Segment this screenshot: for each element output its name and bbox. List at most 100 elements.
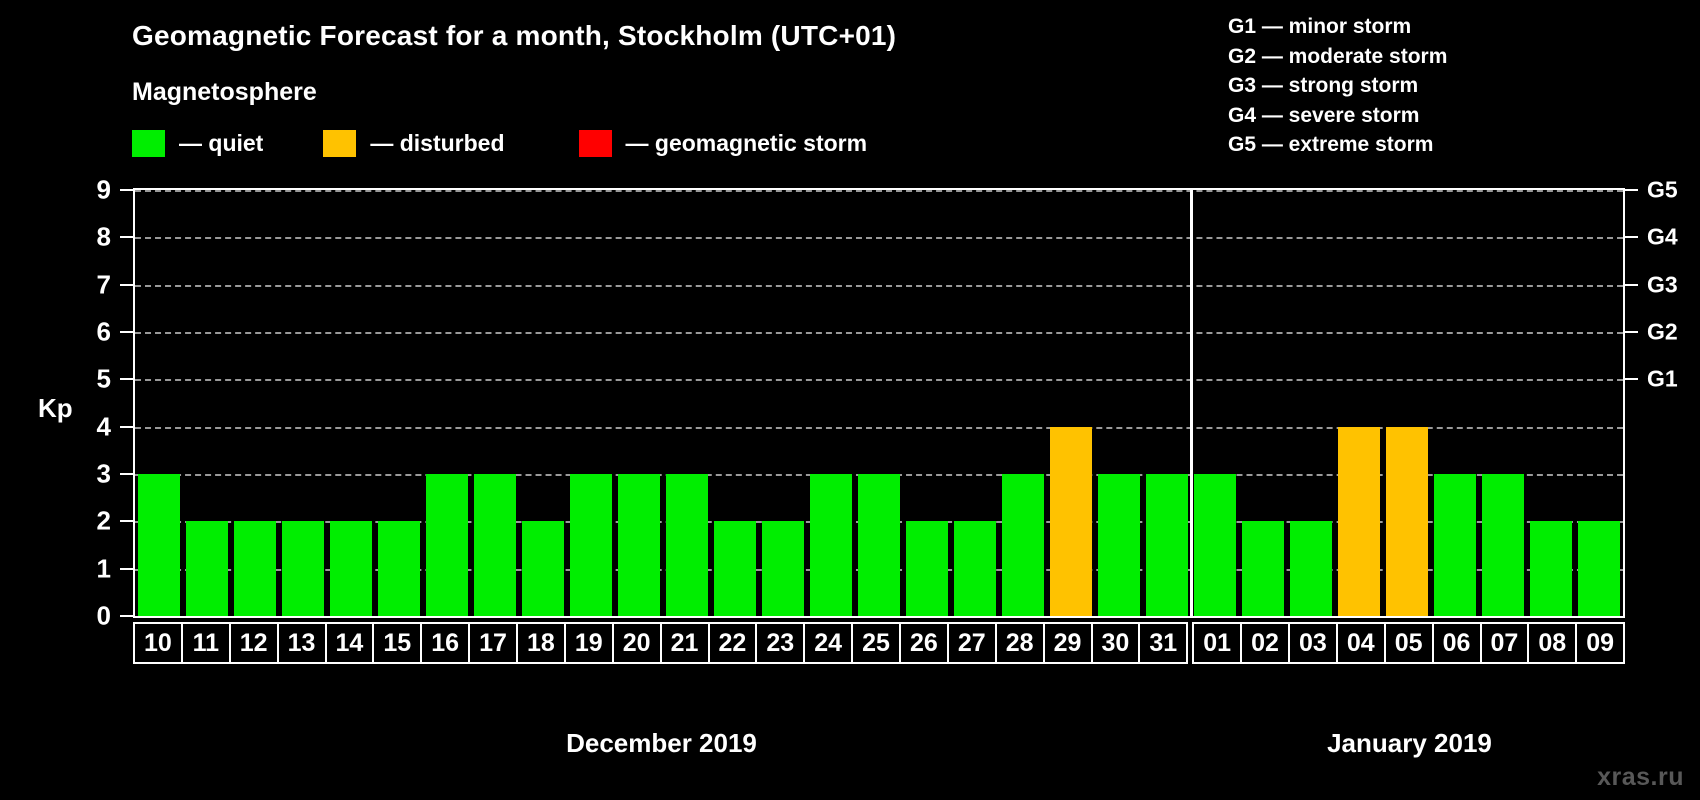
g-scale-legend: G1 — minor storm G2 — moderate storm G3 — … — [1228, 12, 1447, 160]
bar-cell[interactable] — [1383, 190, 1431, 616]
date-axis-cell[interactable]: 07 — [1479, 622, 1530, 664]
date-axis-cell[interactable]: 30 — [1090, 622, 1141, 664]
bar-cell[interactable] — [807, 190, 855, 616]
bar-cell[interactable] — [1335, 190, 1383, 616]
date-axis-cell[interactable]: 01 — [1192, 622, 1243, 664]
bar-cell[interactable] — [855, 190, 903, 616]
bar-cell[interactable] — [183, 190, 231, 616]
bar-cell[interactable] — [135, 190, 183, 616]
date-axis-cell[interactable]: 15 — [372, 622, 423, 664]
date-axis-cell[interactable]: 24 — [803, 622, 854, 664]
bar[interactable] — [858, 474, 900, 616]
bar-cell[interactable] — [1287, 190, 1335, 616]
date-axis-cell[interactable]: 23 — [755, 622, 806, 664]
bar[interactable] — [666, 474, 708, 616]
bar[interactable] — [1242, 521, 1284, 616]
bar-cell[interactable] — [1095, 190, 1143, 616]
bar-cell[interactable] — [1047, 190, 1095, 616]
date-axis-cell[interactable]: 03 — [1288, 622, 1338, 664]
bar[interactable] — [1290, 521, 1332, 616]
date-axis-cell[interactable]: 21 — [659, 622, 710, 664]
bar-cell[interactable] — [567, 190, 615, 616]
bar-cell[interactable] — [903, 190, 951, 616]
y-axis-tick-label: 9 — [96, 174, 111, 205]
bar-cell[interactable] — [1575, 190, 1623, 616]
bar[interactable] — [1434, 474, 1476, 616]
bar[interactable] — [426, 474, 468, 616]
date-axis-cell[interactable]: 13 — [276, 622, 327, 664]
bar-cell[interactable] — [375, 190, 423, 616]
y-axis-title: Kp — [38, 393, 73, 423]
date-axis-cell[interactable]: 05 — [1383, 622, 1434, 664]
date-axis-cell[interactable]: 08 — [1527, 622, 1578, 664]
bar-cell[interactable] — [1527, 190, 1575, 616]
bar-cell[interactable] — [327, 190, 375, 616]
date-axis-cell[interactable]: 04 — [1335, 622, 1386, 664]
date-axis-cell[interactable]: 22 — [707, 622, 758, 664]
bar-cell[interactable] — [1191, 190, 1239, 616]
bar-cell[interactable] — [999, 190, 1047, 616]
bar-cell[interactable] — [615, 190, 663, 616]
bar[interactable] — [954, 521, 996, 616]
bar-cell[interactable] — [759, 190, 807, 616]
bar-cell[interactable] — [471, 190, 519, 616]
bar[interactable] — [330, 521, 372, 616]
bar[interactable] — [1002, 474, 1044, 616]
bar-cell[interactable] — [1431, 190, 1479, 616]
bar-cell[interactable] — [279, 190, 327, 616]
date-axis-cell[interactable]: 09 — [1575, 622, 1626, 664]
date-axis-cell[interactable]: 27 — [946, 622, 997, 664]
date-axis-cell[interactable]: 28 — [994, 622, 1045, 664]
bar-cell[interactable] — [519, 190, 567, 616]
bar-cell[interactable] — [1479, 190, 1527, 616]
g-scale-legend-row: G5 — extreme storm — [1228, 133, 1434, 156]
date-axis-cell[interactable]: 17 — [468, 622, 518, 664]
bar-cell[interactable] — [1143, 190, 1191, 616]
bar[interactable] — [186, 521, 228, 616]
bar[interactable] — [1530, 521, 1572, 616]
date-axis-cell[interactable]: 26 — [899, 622, 949, 664]
date-axis-cell[interactable]: 31 — [1138, 622, 1189, 664]
bar[interactable] — [714, 521, 756, 616]
date-axis-cell[interactable]: 10 — [133, 622, 183, 664]
bar[interactable] — [522, 521, 564, 616]
bar[interactable] — [474, 474, 516, 616]
bar[interactable] — [138, 474, 180, 616]
bar[interactable] — [1050, 426, 1092, 616]
bar[interactable] — [906, 521, 948, 616]
gridline — [135, 379, 1623, 382]
bar[interactable] — [1338, 426, 1380, 616]
bar[interactable] — [1578, 521, 1620, 616]
date-axis-cell[interactable]: 02 — [1240, 622, 1290, 664]
date-axis-cell[interactable]: 16 — [420, 622, 471, 664]
date-axis-cell[interactable]: 19 — [563, 622, 614, 664]
date-axis-cell[interactable]: 20 — [611, 622, 662, 664]
date-axis-cell[interactable]: 14 — [324, 622, 375, 664]
bar-cell[interactable] — [711, 190, 759, 616]
bar[interactable] — [1386, 426, 1428, 616]
bar[interactable] — [810, 474, 852, 616]
date-axis-cell[interactable]: 12 — [228, 622, 279, 664]
bar[interactable] — [1482, 474, 1524, 616]
bar[interactable] — [1098, 474, 1140, 616]
bar-cell[interactable] — [663, 190, 711, 616]
bar-cell[interactable] — [423, 190, 471, 616]
bar[interactable] — [378, 521, 420, 616]
bar[interactable] — [1194, 474, 1236, 616]
bar[interactable] — [234, 521, 276, 616]
date-axis-cell[interactable]: 29 — [1042, 622, 1093, 664]
bar[interactable] — [282, 521, 324, 616]
bar-cell[interactable] — [1239, 190, 1287, 616]
bar-cell[interactable] — [231, 190, 279, 616]
bar-cell[interactable] — [951, 190, 999, 616]
date-axis-cell[interactable]: 18 — [516, 622, 566, 664]
date-axis-cell[interactable]: 06 — [1431, 622, 1482, 664]
date-axis-cell[interactable]: 25 — [851, 622, 901, 664]
bar[interactable] — [762, 521, 804, 616]
bar[interactable] — [570, 474, 612, 616]
month-caption-december: December 2019 — [566, 728, 757, 758]
date-axis-cell[interactable]: 11 — [180, 622, 231, 664]
bar[interactable] — [618, 474, 660, 616]
bar[interactable] — [1146, 474, 1188, 616]
